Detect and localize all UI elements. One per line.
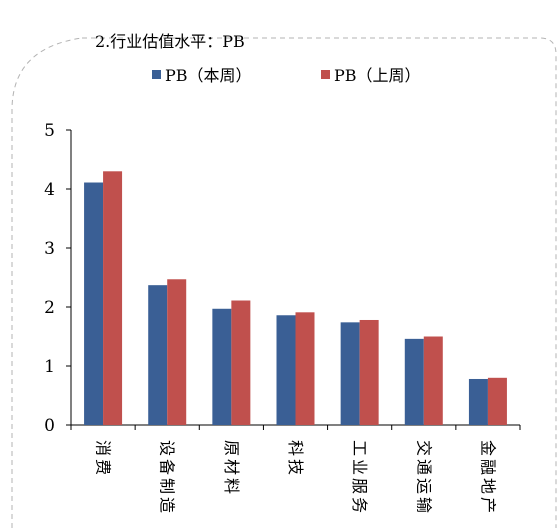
frame-border	[11, 37, 557, 528]
y-tick-label: 0	[44, 416, 55, 436]
x-tick-label: 原材料	[222, 440, 241, 497]
chart-title: 2.行业估值水平：PB	[95, 32, 245, 51]
bar-this-week	[84, 182, 104, 425]
bar-this-week	[468, 378, 488, 425]
x-tick-label: 科技	[286, 440, 305, 478]
bar-last-week	[295, 312, 315, 425]
bar-this-week	[212, 308, 232, 425]
bar-this-week	[276, 315, 296, 425]
bars	[84, 171, 507, 425]
y-tick-label: 3	[44, 239, 55, 259]
legend-swatch	[152, 70, 161, 79]
x-tick-label: 工业服务	[350, 440, 369, 516]
bar-last-week	[231, 300, 251, 425]
y-tick-label: 2	[44, 298, 55, 318]
x-tick-label: 设备制造	[158, 440, 177, 516]
legend-swatch	[321, 70, 330, 79]
bar-last-week	[359, 319, 379, 425]
y-tick-label: 4	[44, 180, 55, 200]
bar-last-week	[487, 377, 507, 425]
bar-this-week	[340, 322, 360, 425]
y-tick-label: 5	[44, 121, 55, 141]
legend-label: PB（本周）	[165, 66, 252, 85]
legend: PB（本周） PB（上周）	[152, 66, 421, 85]
bar-this-week	[148, 285, 168, 425]
axes: 0 1 2 3 4 5 消费 设备制造 原材料 科技 工业服务 交通运输 金融地产	[44, 121, 521, 516]
legend-label: PB（上周）	[334, 66, 421, 85]
bar-this-week	[404, 338, 424, 425]
y-tick-label: 1	[44, 357, 55, 377]
x-tick-label: 金融地产	[478, 440, 497, 516]
bar-last-week	[423, 336, 443, 425]
x-tick-label: 交通运输	[414, 440, 433, 516]
x-tick-label: 消费	[94, 440, 113, 478]
bar-last-week	[103, 171, 123, 425]
bar-last-week	[167, 279, 187, 425]
